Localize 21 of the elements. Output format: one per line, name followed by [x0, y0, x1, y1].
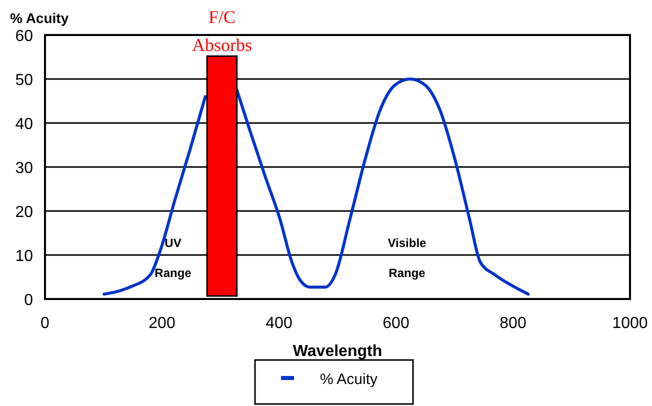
y-tick-label: 30	[15, 160, 34, 177]
x-tick-label: 600	[382, 315, 410, 332]
annotation: UV	[164, 236, 182, 250]
y-tick-label: 60	[15, 28, 34, 45]
x-axis-title: Wavelength	[292, 343, 382, 360]
annotation: Visible	[388, 236, 427, 250]
annotation: Range	[388, 266, 426, 280]
y-axis-title: % Acuity	[10, 10, 69, 26]
y-tick-label: 20	[15, 204, 34, 221]
y-tick-label: 50	[15, 72, 34, 89]
x-tick-label: 400	[266, 315, 292, 332]
y-tick-label: 40	[15, 116, 34, 133]
x-tick-label: 0	[40, 315, 50, 332]
y-tick-label: 0	[24, 292, 34, 309]
x-tick-label: 1000	[612, 315, 648, 332]
annotation: Range	[154, 266, 192, 280]
legend-label: % Acuity	[320, 371, 378, 388]
y-tick-label: 10	[15, 248, 34, 265]
band-label: F/C Absorbs	[192, 7, 252, 56]
x-tick-label: 800	[500, 315, 526, 332]
x-tick-label: 200	[148, 315, 176, 332]
